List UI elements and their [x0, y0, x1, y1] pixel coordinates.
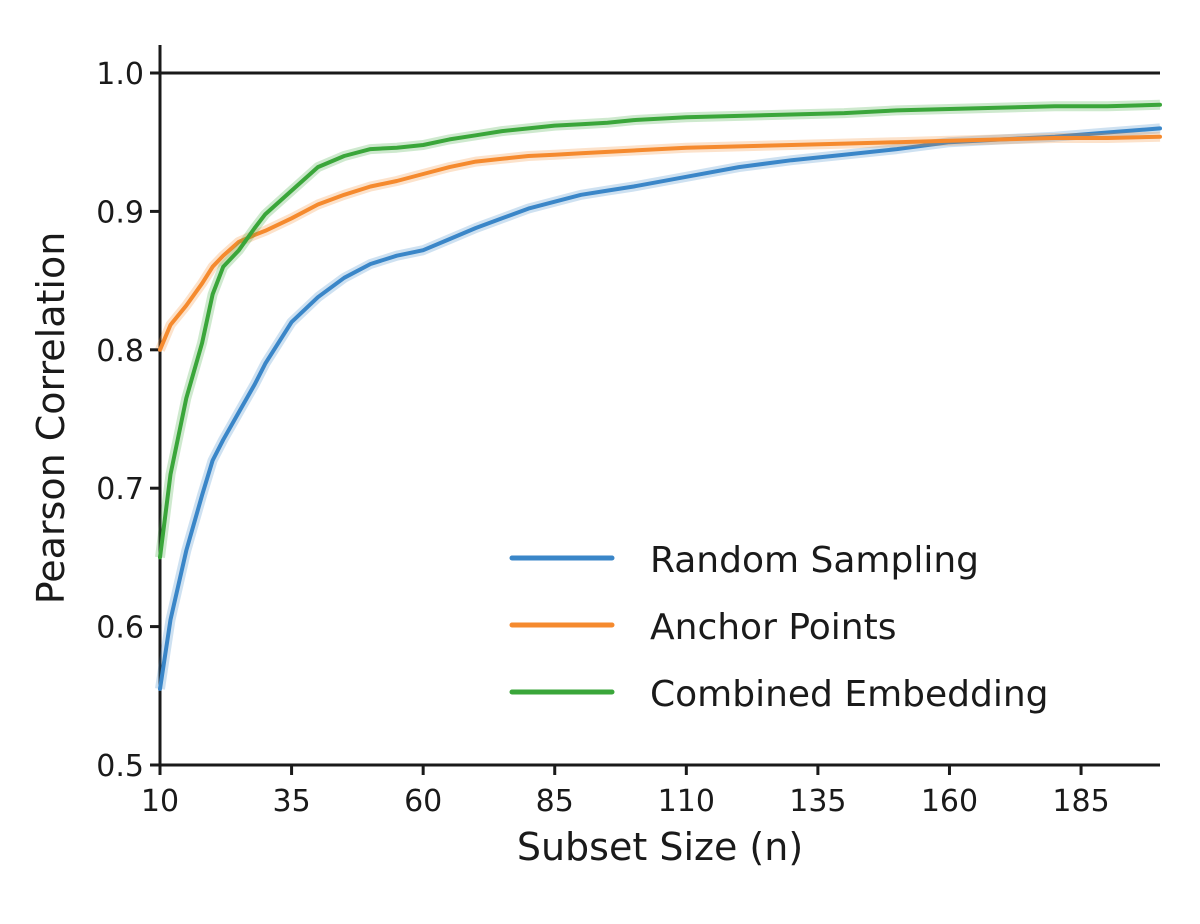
legend: Random Sampling Anchor Points Combined Emb…: [509, 540, 1049, 715]
y-tick-label: 0.6: [96, 611, 144, 646]
x-tick-label: 110: [658, 784, 715, 819]
y-tick-label: 0.5: [96, 749, 144, 784]
y-tick-label: 0.7: [96, 472, 144, 507]
x-tick-label: 35: [272, 784, 310, 819]
legend-label-combined-embedding: Combined Embedding: [650, 674, 1049, 715]
series-line-anchor-points: [158, 134, 1162, 352]
y-tick-label: 0.8: [96, 334, 144, 369]
x-tick-label: 85: [536, 784, 574, 819]
axes-frame: [158, 45, 1160, 769]
y-tick-label: 0.9: [96, 195, 144, 230]
x-axis-ticks: 10 35 60 85 110 135 160 185: [141, 765, 1110, 819]
x-tick-label: 135: [789, 784, 846, 819]
legend-label-anchor-points: Anchor Points: [650, 607, 896, 648]
x-tick-label: 160: [921, 784, 978, 819]
series-line-combined-embedding: [158, 102, 1162, 560]
y-axis-ticks: 0.5 0.6 0.7 0.8 0.9 1.0: [96, 57, 160, 784]
y-tick-label: 1.0: [96, 57, 144, 92]
x-tick-label: 10: [141, 784, 179, 819]
x-tick-label: 185: [1052, 784, 1109, 819]
x-axis-title: Subset Size (n): [517, 825, 803, 869]
series-lines: [155, 99, 1162, 691]
series-line-random-sampling: [158, 126, 1162, 691]
x-tick-label: 60: [404, 784, 442, 819]
legend-label-random-sampling: Random Sampling: [650, 540, 979, 581]
y-axis-title: Pearson Correlation: [29, 232, 73, 605]
